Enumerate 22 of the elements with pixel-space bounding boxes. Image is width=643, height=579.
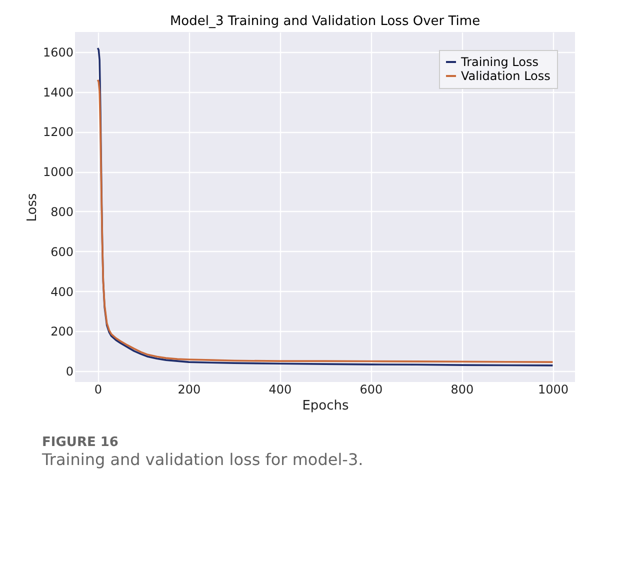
- y-tick-label: 1200: [42, 125, 74, 140]
- chart-title: Model_3 Training and Validation Loss Over Time: [170, 14, 480, 29]
- y-tick-label: 0: [66, 364, 74, 379]
- x-tick-label: 400: [268, 382, 292, 396]
- y-tick-label: 200: [50, 324, 74, 339]
- x-tick-label: 600: [360, 382, 383, 396]
- y-tick-label: 800: [50, 204, 74, 219]
- caption: FIGURE 16: [42, 435, 120, 450]
- y-tick-label: 1000: [42, 165, 74, 180]
- x-tick-label: 1000: [538, 382, 568, 396]
- x-tick-label: 200: [178, 382, 201, 396]
- y-tick-label: 1600: [42, 45, 74, 60]
- legend-label: Training Loss: [460, 55, 538, 69]
- x-axis-title: Epochs: [302, 398, 350, 414]
- x-tick-label: 0: [94, 382, 102, 396]
- x-tick-label: 800: [450, 382, 474, 396]
- legend-label: Validation Loss: [461, 69, 550, 83]
- y-axis-title: Loss: [24, 193, 40, 222]
- y-tick-label: 600: [50, 244, 74, 259]
- y-tick-label: 1400: [42, 85, 74, 100]
- y-tick-label: 400: [50, 284, 74, 299]
- text: Training and validation loss for model-3.: [42, 450, 364, 469]
